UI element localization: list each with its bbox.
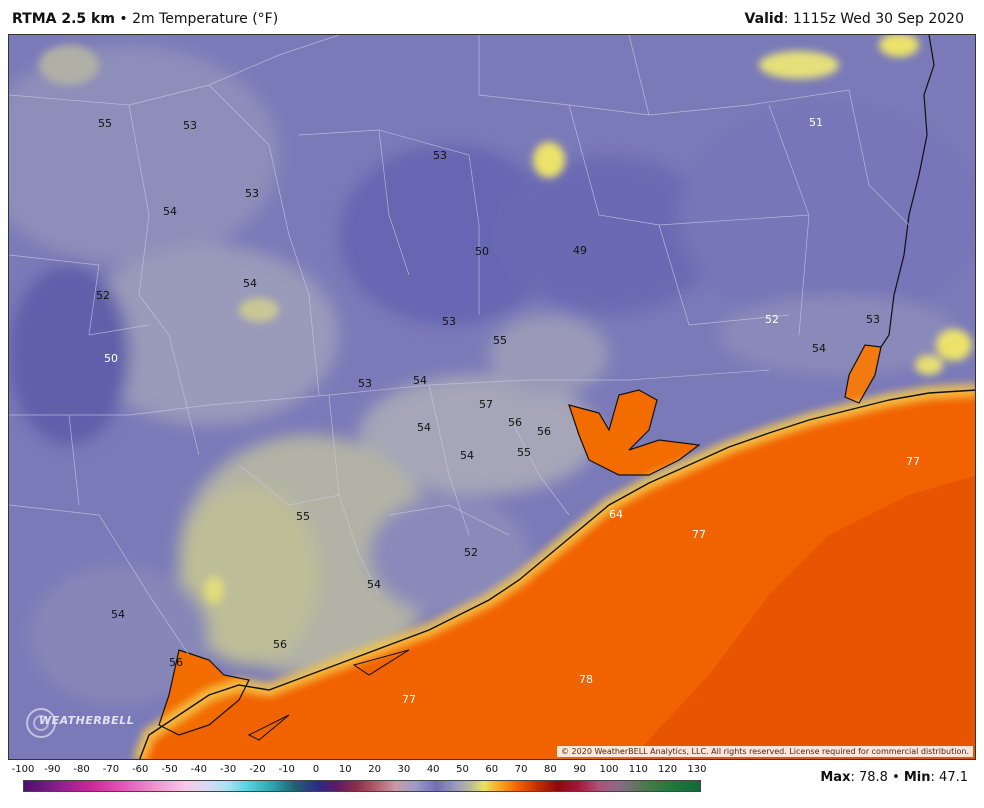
temperature-point-label: 77 [402, 693, 416, 706]
barrier-islands [247, 649, 410, 741]
temperature-point-label: 53 [183, 119, 197, 132]
valid-time-value: : 1115z Wed 30 Sep 2020 [783, 11, 964, 27]
legend-tick-label: 60 [485, 764, 499, 775]
title-separator: • [119, 11, 128, 27]
temperature-point-label: 54 [812, 342, 826, 355]
max-label: Max [820, 770, 851, 785]
temperature-point-label: 49 [573, 244, 587, 257]
matagorda-outline [158, 649, 250, 736]
legend-tick-label: -50 [161, 764, 178, 775]
temperature-point-label: 53 [442, 315, 456, 328]
temperature-point-label: 53 [433, 149, 447, 162]
legend-tick-label: 30 [397, 764, 411, 775]
model-name: RTMA 2.5 km [12, 11, 115, 27]
temperature-point-label: 50 [475, 245, 489, 258]
state-border-river [880, 35, 935, 348]
point-labels: 55 53 53 54 53 50 49 51 52 54 50 53 55 53 54 57 56 56 54 54… [96, 116, 920, 706]
temperature-point-label: 52 [765, 313, 779, 326]
coastline [139, 389, 975, 759]
temperature-point-label: 52 [464, 546, 478, 559]
temperature-point-label: 54 [417, 421, 431, 434]
min-label: Min [903, 770, 931, 785]
temperature-point-label: 55 [296, 510, 310, 523]
temperature-point-label: 54 [460, 449, 474, 462]
legend-tick-label: -90 [44, 764, 61, 775]
min-value: : 47.1 [930, 770, 968, 785]
copyright-notice: © 2020 WeatherBELL Analytics, LLC. All r… [557, 746, 973, 757]
max-min-readout: Max: 78.8 • Min: 47.1 [820, 770, 968, 785]
temperature-point-label: 56 [508, 416, 522, 429]
temperature-point-label: 53 [245, 187, 259, 200]
temperature-point-label: 78 [579, 673, 593, 686]
warm-spots [39, 35, 972, 604]
legend-tick-label: 90 [573, 764, 587, 775]
temperature-point-label: 54 [163, 205, 177, 218]
temperature-point-label: 56 [273, 638, 287, 651]
map-canvas: 55 53 53 54 53 50 49 51 52 54 50 53 55 53 54 57 56 56 54 54… [9, 35, 975, 759]
temperature-point-label: 77 [692, 528, 706, 541]
map-header: RTMA 2.5 km • 2m Temperature (°F) Valid:… [0, 0, 984, 34]
temperature-point-label: 57 [479, 398, 493, 411]
temperature-point-label: 54 [111, 608, 125, 621]
max-value: : 78.8 [850, 770, 888, 785]
legend-tick-label: 110 [628, 764, 648, 775]
stats-separator: • [887, 770, 904, 785]
temperature-map[interactable]: 55 53 53 54 53 50 49 51 52 54 50 53 55 53 54 57 56 56 54 54… [8, 34, 976, 760]
legend-tick-label: 50 [456, 764, 469, 775]
legend-tick-label: 80 [544, 764, 557, 775]
bay-outline [568, 389, 701, 476]
legend-tick-label: -70 [102, 764, 120, 775]
temperature-point-label: 53 [866, 313, 880, 326]
temperature-point-label: 56 [537, 425, 551, 438]
temperature-point-label: 55 [493, 334, 507, 347]
temperature-point-label: 55 [98, 117, 112, 130]
weatherbell-logo-text: WEATHERBELL [39, 714, 135, 727]
legend-tick-label: 100 [599, 764, 619, 775]
temperature-point-label: 55 [517, 446, 531, 459]
land-temperature-field [9, 45, 975, 705]
temperature-point-label: 77 [906, 455, 920, 468]
sabine-lake [845, 345, 881, 403]
weatherbell-logo: WEATHERBELL [23, 705, 134, 741]
variable-name: 2m Temperature (°F) [132, 11, 279, 27]
legend-tick-label: -40 [190, 764, 207, 775]
temperature-point-label: 54 [413, 374, 427, 387]
county-boundaries [9, 35, 910, 656]
temperature-point-label: 54 [243, 277, 257, 290]
temperature-point-label: 56 [169, 656, 183, 669]
map-title: RTMA 2.5 km • 2m Temperature (°F) [12, 11, 278, 27]
gulf-deep-region [630, 475, 975, 759]
lake-outline [844, 344, 882, 404]
temperature-point-label: 64 [609, 508, 623, 521]
legend-tick-label: 70 [514, 764, 528, 775]
legend-tick-label: -10 [278, 764, 295, 775]
temperature-point-label: 51 [809, 116, 823, 129]
weatherbell-logo-swirl [26, 708, 56, 738]
legend-tick-label: -30 [219, 764, 237, 775]
valid-time: Valid: 1115z Wed 30 Sep 2020 [745, 11, 964, 27]
legend-tick-label: 0 [312, 764, 320, 775]
legend-tick-label: 40 [426, 764, 440, 775]
temperature-color-legend [23, 780, 701, 792]
temperature-point-label: 54 [367, 578, 381, 591]
legend-tick-label: 130 [687, 764, 707, 775]
legend-tick-label: 20 [368, 764, 381, 775]
legend-tick-label: 10 [338, 764, 352, 775]
legend-tick-label: -80 [73, 764, 90, 775]
legend-tick-label: -60 [132, 764, 149, 775]
legend-tick-label: -100 [11, 764, 35, 775]
valid-label: Valid [744, 11, 784, 27]
legend-tick-label: -20 [249, 764, 266, 775]
legend-tick-labels: -100 -90 -80 -70 -60 -50 -40 -30 -20 -10 0 10 20 30 40… [8, 764, 708, 778]
temperature-point-label: 53 [358, 377, 372, 390]
legend-tick-label: 120 [658, 764, 678, 775]
temperature-point-label: 52 [96, 289, 110, 302]
galveston-bay [569, 390, 699, 475]
temperature-point-label: 50 [104, 352, 118, 365]
